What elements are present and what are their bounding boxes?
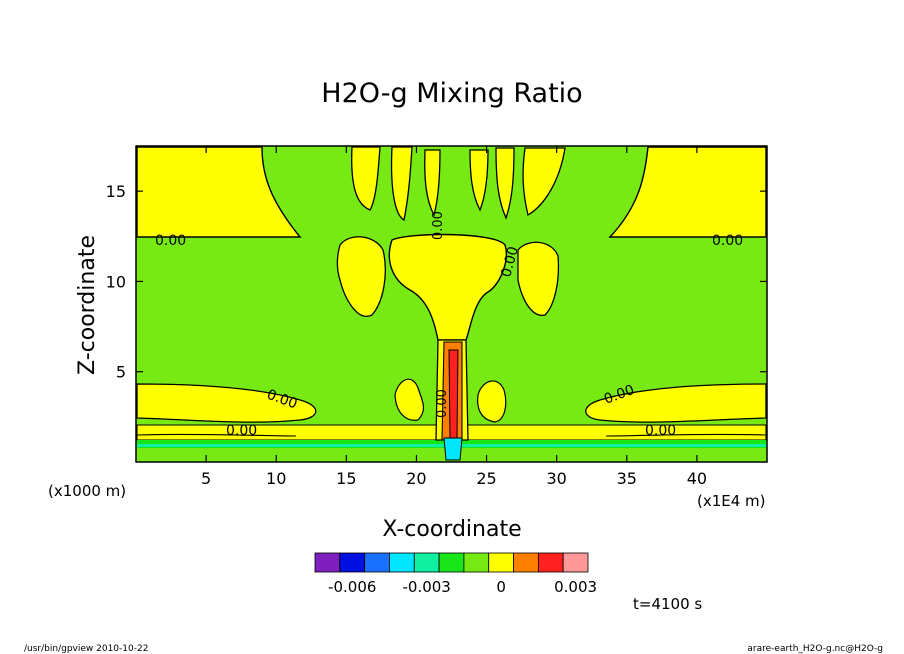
x-tick-label: 15 bbox=[336, 469, 356, 488]
colorbar-swatch bbox=[513, 552, 539, 573]
colorbar-swatch bbox=[488, 552, 514, 573]
contour-label: 0.00 bbox=[226, 423, 257, 439]
contour-label: 0.00 bbox=[498, 245, 522, 279]
colorbar-tick-label: -0.003 bbox=[403, 578, 451, 596]
contour-region-upper-left bbox=[136, 146, 302, 238]
colorbar-tick-label: 0 bbox=[496, 578, 506, 596]
colorbar-swatch bbox=[438, 552, 465, 573]
contour-region-mid-left bbox=[336, 236, 386, 317]
contour-region-upper-right bbox=[608, 146, 767, 238]
contour-region-lower-left bbox=[136, 383, 317, 423]
colorbar-tick-label: -0.006 bbox=[328, 578, 376, 596]
contour-region-top-plume-5 bbox=[495, 147, 515, 220]
y-axis: 5 10 15 bbox=[106, 182, 767, 382]
contour-label: 0.00 bbox=[155, 233, 186, 249]
contour-region-top-plume-2 bbox=[390, 146, 413, 222]
colorbar-swatch bbox=[364, 552, 390, 573]
contour-label: 0.00 bbox=[431, 211, 446, 240]
footer-right: arare-earth_H2O-g.nc@H2O-g bbox=[747, 644, 883, 654]
colorbar-swatch bbox=[389, 552, 415, 573]
contour-label: 0.00 bbox=[712, 233, 743, 249]
colorbar-swatch bbox=[562, 552, 589, 573]
contour-label: 0.00 bbox=[435, 389, 450, 418]
x-axis-label: X-coordinate bbox=[382, 517, 521, 542]
x-axis: 5 10 15 20 25 30 35 40 bbox=[201, 146, 707, 488]
x-tick-label: 5 bbox=[201, 469, 211, 488]
contour-region-top-plume-6 bbox=[522, 147, 566, 217]
x-tick-label: 35 bbox=[617, 469, 637, 488]
time-label: t=4100 s bbox=[633, 595, 702, 613]
plot-area: 0.00 0.00 0.00 0.00 0.00 0.00 0.00 0.00 … bbox=[135, 145, 768, 463]
contour-region-top-plume-3 bbox=[424, 149, 441, 217]
contour-line-left-low bbox=[136, 433, 297, 437]
contour-region-lower-lobe-left bbox=[394, 378, 425, 421]
contour-region-mid-right bbox=[517, 241, 560, 316]
x-tick-label: 10 bbox=[266, 469, 286, 488]
x-tick-label: 40 bbox=[687, 469, 707, 488]
x-tick-label: 20 bbox=[406, 469, 426, 488]
colorbar-swatch bbox=[413, 552, 440, 573]
plot-frame bbox=[135, 145, 768, 463]
y-tick-label: 10 bbox=[106, 272, 126, 291]
x-tick-label: 25 bbox=[476, 469, 496, 488]
contour-label: 0.00 bbox=[645, 423, 676, 439]
contour-line-right-low bbox=[605, 433, 767, 437]
x-tick-label: 30 bbox=[546, 469, 566, 488]
y-axis-label: Z-coordinate bbox=[75, 235, 100, 375]
contour-region-anvil bbox=[388, 233, 507, 341]
chart-title: H2O-g Mixing Ratio bbox=[321, 78, 582, 109]
colorbar-swatch bbox=[339, 552, 366, 573]
contour-region-lower-lobe-right bbox=[477, 380, 507, 423]
contour-labels: 0.00 0.00 0.00 0.00 0.00 0.00 0.00 0.00 … bbox=[155, 211, 743, 439]
contour-region-lower-right bbox=[585, 383, 767, 423]
colorbar-swatch bbox=[314, 552, 341, 573]
contour-region-top-plume-4 bbox=[469, 149, 489, 212]
x-unit-left: (x1000 m) bbox=[48, 482, 126, 500]
contour-region-updraft-red bbox=[448, 349, 459, 439]
contour-region-top-plume-1 bbox=[351, 146, 381, 211]
x-unit-right: (x1E4 m) bbox=[697, 492, 766, 510]
colorbar-tick-label: 0.003 bbox=[554, 578, 597, 596]
colorbar-tick-labels: -0.006 -0.003 0 0.003 bbox=[328, 578, 597, 596]
y-tick-label: 5 bbox=[116, 363, 126, 382]
colorbar-swatch bbox=[463, 552, 490, 573]
footer-left: /usr/bin/gpview 2010-10-22 bbox=[24, 644, 148, 654]
contour-region-updraft-base bbox=[443, 437, 463, 461]
colorbar bbox=[314, 552, 589, 573]
y-tick-label: 15 bbox=[106, 182, 126, 201]
colorbar-swatch bbox=[537, 552, 564, 573]
